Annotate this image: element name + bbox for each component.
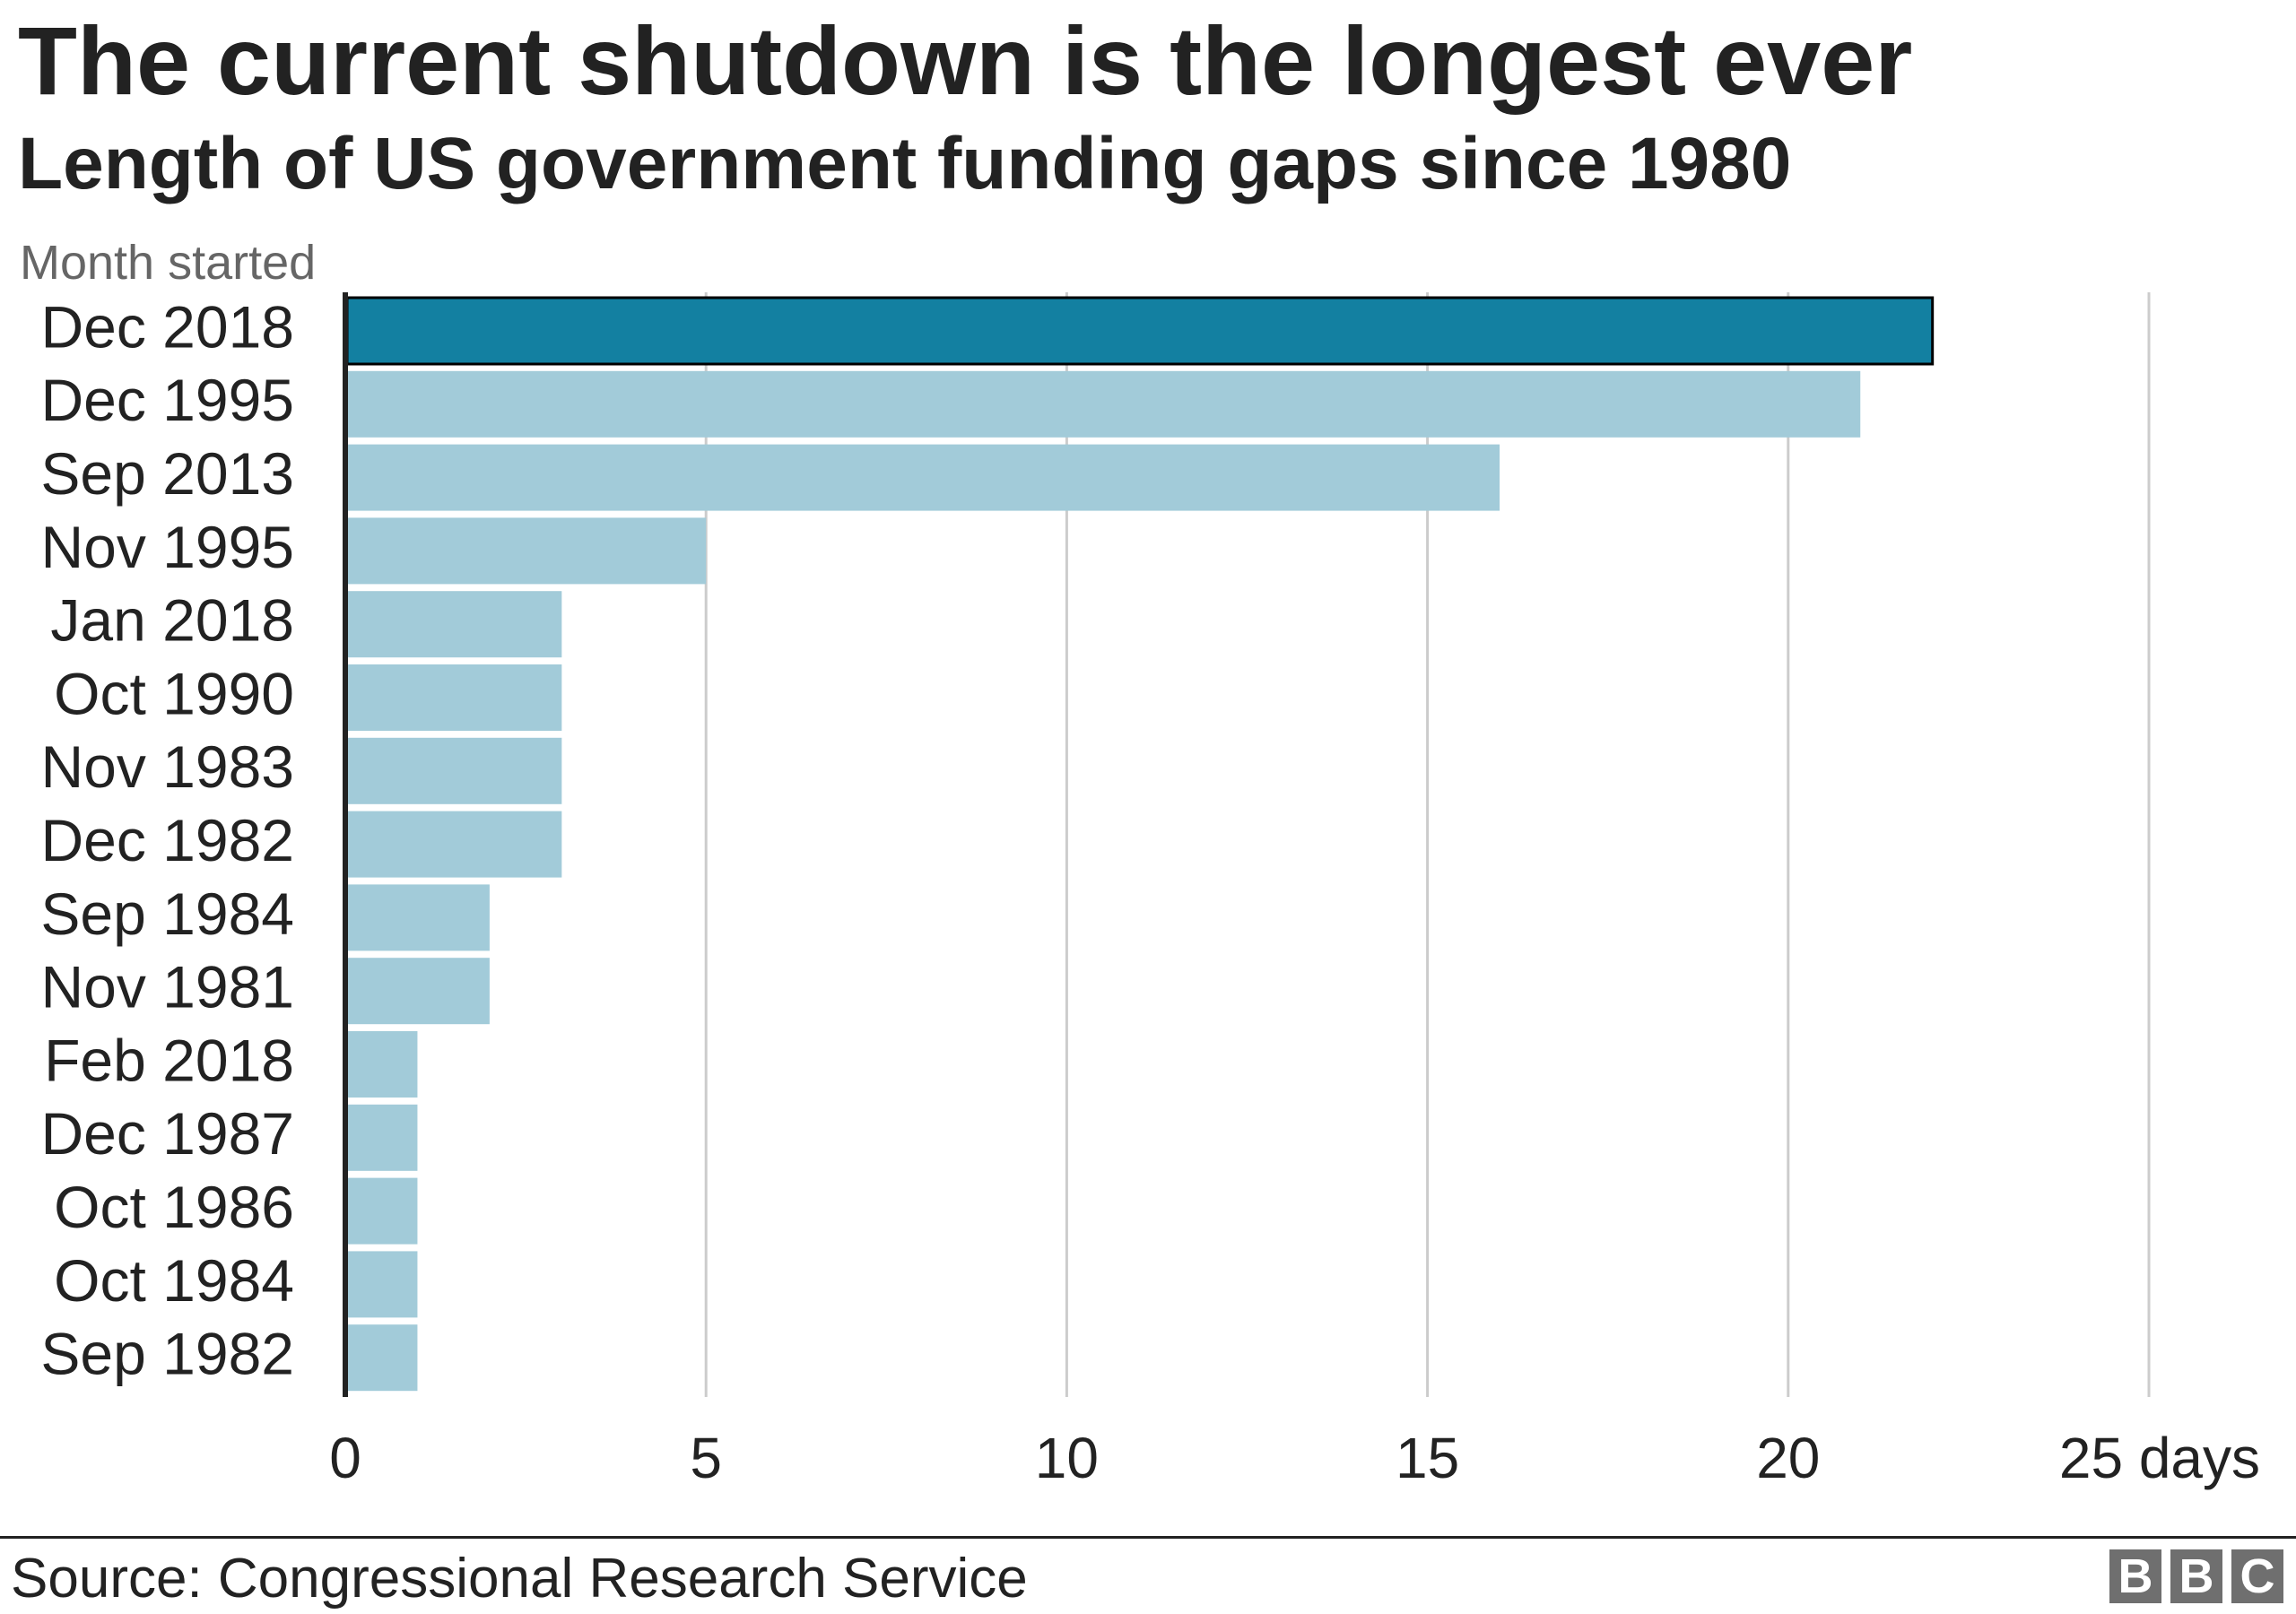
chart-title: The current shutdown is the longest ever [18,6,1913,115]
x-tick-label: 20 [1756,1426,1820,1490]
category-label: Sep 2013 [40,440,294,507]
bar-chart: Dec 2018 Dec 1995 Sep 2013 Nov 1995 Jan 2018… [40,292,2260,1490]
category-label: Nov 1995 [40,514,294,580]
bbc-logo-letter: B [2170,1549,2222,1603]
bar-highlight [345,296,1935,366]
bar [347,1104,418,1171]
category-label: Nov 1981 [40,954,294,1020]
bbc-logo-letter: B [2109,1549,2161,1603]
category-label: Dec 2018 [40,293,294,360]
bar [347,664,562,731]
bar [347,737,562,804]
footer-divider [0,1536,2296,1539]
source-note: Source: Congressional Research Service [11,1548,1028,1610]
category-label: Dec 1995 [40,367,294,433]
x-tick-label: 25 days [2059,1426,2260,1490]
category-label: Nov 1983 [40,733,294,800]
category-label: Jan 2018 [50,587,294,654]
bar [347,591,562,658]
bar [347,884,490,951]
bar [347,1177,418,1245]
bbc-logo-letter: C [2231,1549,2283,1603]
category-label: Oct 1990 [54,660,294,726]
category-label: Dec 1987 [40,1100,294,1167]
bar [347,1031,418,1098]
x-tick-label: 0 [329,1426,361,1490]
x-tick-label: 5 [690,1426,722,1490]
y-axis-title: Month started [20,236,317,290]
x-tick-label: 15 [1396,1426,1459,1490]
bar [347,444,1500,511]
category-label: Sep 1982 [40,1321,294,1387]
chart-subtitle: Length of US government funding gaps sin… [18,123,1792,204]
bar [347,811,562,878]
bar [347,1324,418,1392]
category-label: Oct 1986 [54,1174,294,1240]
bar [347,1251,418,1318]
category-label: Oct 1984 [54,1247,294,1314]
bar [347,958,490,1025]
category-label: Feb 2018 [44,1027,294,1093]
bar [347,370,1861,438]
bar [347,517,707,585]
category-label: Sep 1984 [40,881,294,947]
x-tick-label: 10 [1035,1426,1099,1490]
category-label: Dec 1982 [40,807,294,873]
bbc-logo: B B C [2109,1549,2283,1603]
